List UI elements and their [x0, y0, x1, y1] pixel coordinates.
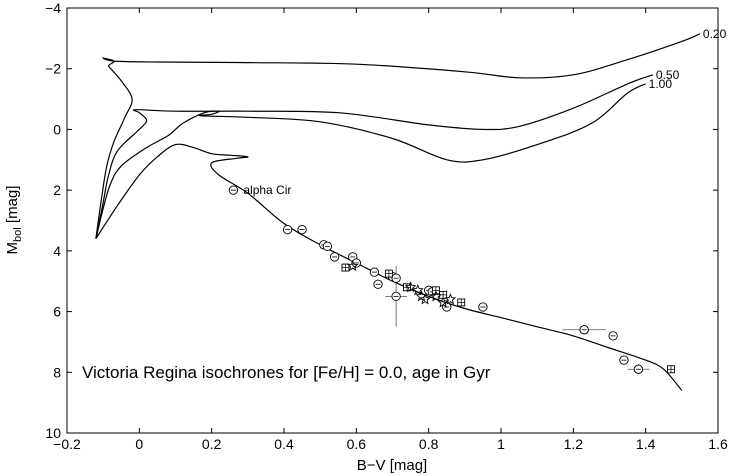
x-tick-label: 1.2	[564, 436, 584, 452]
isochrone-curves	[95, 33, 701, 391]
star-marker	[404, 281, 417, 293]
y-tick-label: 4	[53, 243, 61, 259]
star-marker	[411, 284, 424, 296]
y-tick-label: 10	[45, 425, 61, 441]
y-tick-label: 0	[53, 121, 61, 137]
y-tick-label: −2	[45, 61, 61, 77]
y-tick-label: 6	[53, 304, 61, 320]
x-tick-label: −0.2	[53, 436, 81, 452]
isochrone-zams	[95, 143, 683, 391]
isochrone-0.50	[95, 74, 654, 239]
chart-caption: Victoria Regina isochrones for [Fe/H] = …	[82, 363, 491, 382]
annotation-alpha-cir: alpha Cir	[243, 183, 291, 197]
axis-ticks: −0.2 0 0.2 0.4 0.6 0.8 1 1.2 1.4 1.6 −4 −2 0 2 4 6 8 10	[45, 0, 728, 452]
x-tick-label: 0.4	[274, 436, 294, 452]
y-axis-label-sub: bol	[12, 227, 24, 242]
star-marker	[419, 293, 431, 305]
y-tick-label: −4	[45, 0, 61, 16]
x-tick-label: 1	[497, 436, 505, 452]
data-points	[228, 185, 675, 374]
y-axis-label-main: M	[4, 242, 21, 255]
isochrone-1.00	[95, 83, 646, 239]
x-tick-label: 0	[135, 436, 143, 452]
y-axis-label: Mbol [mag]	[4, 186, 24, 255]
isochrone-label-1.00: 1.00	[649, 77, 673, 91]
isochrone-label-0.20: 0.20	[703, 27, 727, 41]
star-marker	[346, 259, 359, 272]
x-tick-label: 1.6	[708, 436, 728, 452]
x-tick-label: 0.8	[419, 436, 439, 452]
isochrone-0.20	[95, 33, 701, 239]
x-tick-label: 0.6	[347, 436, 367, 452]
y-tick-label: 8	[53, 364, 61, 380]
y-tick-label: 2	[53, 182, 61, 198]
x-tick-label: 0.2	[202, 436, 222, 452]
star-marker	[444, 293, 457, 305]
star-marker	[429, 290, 442, 302]
plot-area	[66, 7, 719, 434]
chart-labels: 0.20 0.501.00 alpha Cir	[243, 27, 726, 197]
y-axis-label-unit: [mag]	[4, 186, 21, 228]
isochrone-label-0.50: 0.50	[656, 68, 680, 82]
x-axis-label: B−V [mag]	[357, 457, 427, 474]
star-marker	[437, 296, 450, 308]
x-tick-label: 1.4	[636, 436, 656, 452]
